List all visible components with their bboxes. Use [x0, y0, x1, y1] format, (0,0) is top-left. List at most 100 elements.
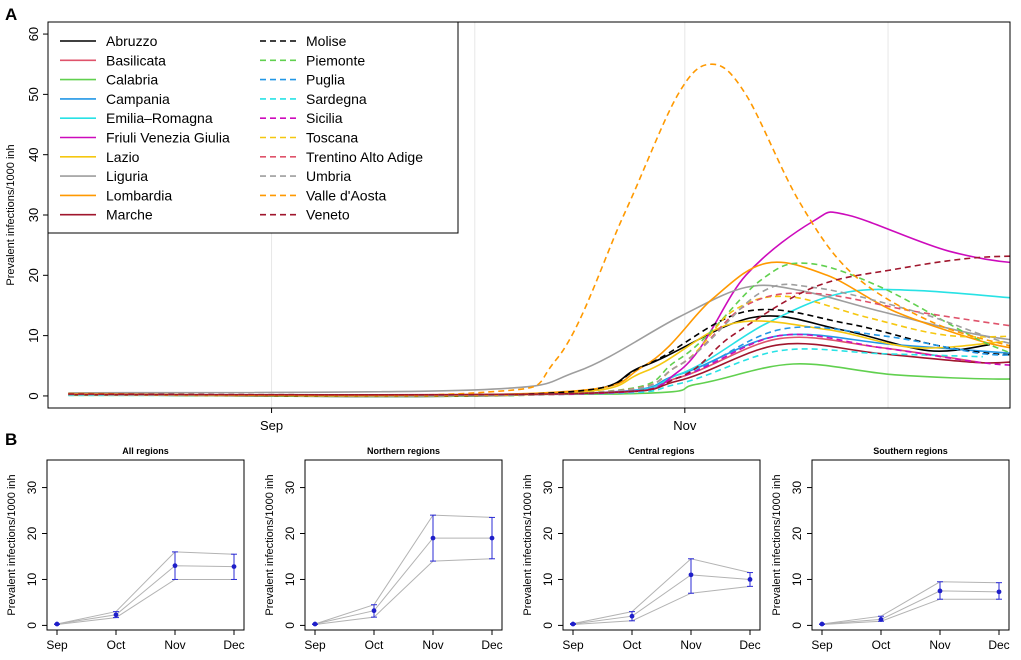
y-tick-label: 0	[26, 392, 41, 399]
series-line-upper	[314, 514, 493, 625]
series-line-trentino-alto-adige	[68, 292, 1010, 397]
legend-label-lombardia: Lombardia	[106, 187, 172, 203]
y-axis-label: Prevalent infections/1000 inh	[522, 474, 534, 615]
legend-label-lazio: Lazio	[106, 149, 140, 165]
y-tick-label: 10	[25, 572, 39, 586]
series-line-mean	[572, 574, 751, 625]
legend-label-basilicata: Basilicata	[106, 52, 166, 68]
y-tick-label: 20	[26, 268, 41, 282]
x-tick-label: Oct	[623, 638, 642, 652]
series-line-lower	[56, 579, 234, 625]
series-line-umbria	[68, 283, 1010, 397]
mean-point	[688, 572, 694, 578]
y-tick-label: 0	[25, 622, 39, 629]
subplot-central-regions: Central regions 0 10 20 30 Prevalent infectio…	[522, 446, 761, 652]
mean-point	[312, 621, 318, 627]
x-tick-label: Oct	[365, 638, 384, 652]
legend-label-emilia-romagna: Emilia–Romagna	[106, 110, 213, 126]
x-tick-label: Nov	[422, 638, 443, 652]
legend-label-veneto: Veneto	[306, 207, 350, 223]
x-tick-label: Sep	[304, 638, 326, 652]
series-line-calabria	[68, 363, 1010, 397]
series-line-abruzzo	[68, 315, 990, 398]
mean-point	[570, 621, 576, 627]
y-tick-label: 0	[790, 622, 804, 629]
y-axis-label: Prevalent infections/1000 inh	[771, 474, 783, 615]
y-tick-label: 40	[26, 147, 41, 161]
y-tick-label: 10	[283, 572, 297, 586]
x-tick-label: Sep	[811, 638, 833, 652]
series-line-mean	[56, 565, 235, 625]
subplot-southern-regions: Southern regions 0 10 20 30 Prevalent infecti…	[771, 446, 1010, 652]
subplot-frame	[562, 459, 761, 631]
panel-a-series	[68, 63, 1010, 398]
series-line-upper	[821, 581, 1000, 625]
mean-point	[629, 613, 635, 619]
series-line-sardegna	[68, 348, 983, 397]
mean-point	[489, 535, 495, 541]
y-tick-label: 0	[283, 622, 297, 629]
series-line-mean	[821, 590, 1000, 625]
x-tick-label: Sep	[562, 638, 584, 652]
y-axis-label: Prevalent infections/1000 inh	[264, 474, 276, 615]
mean-point	[819, 621, 825, 627]
mean-point	[937, 588, 943, 594]
x-tick-label: Sep	[260, 418, 283, 433]
y-tick-label: 30	[25, 481, 39, 495]
legend-label-puglia: Puglia	[306, 72, 345, 88]
mean-point	[747, 577, 753, 582]
x-tick-label: Oct	[107, 638, 126, 652]
legend-label-liguria: Liguria	[106, 168, 148, 184]
subplot-title: All regions	[122, 446, 169, 456]
mean-point	[371, 608, 377, 614]
y-tick-label: 60	[26, 27, 41, 41]
legend-label-campania: Campania	[106, 91, 170, 107]
subplot-all-regions: All regions 0 10 20 30 Prevalent infections/1…	[6, 446, 245, 652]
x-tick-label: Sep	[46, 638, 68, 652]
y-tick-label: 30	[26, 208, 41, 222]
panel-b-charts: All regions 0 10 20 30 Prevalent infections/1…	[6, 446, 1010, 652]
legend-label-valle-d-aosta: Valle d'Aosta	[306, 187, 386, 203]
x-tick-label: Oct	[872, 638, 891, 652]
series-line-toscana	[68, 295, 1010, 397]
y-tick-label: 0	[541, 622, 555, 629]
y-tick-label: 30	[790, 481, 804, 495]
y-tick-label: 20	[541, 527, 555, 541]
mean-point	[172, 563, 178, 569]
subplot-frame	[304, 459, 503, 631]
series-line-upper	[572, 558, 751, 625]
legend-label-marche: Marche	[106, 207, 153, 223]
y-tick-label: 20	[283, 527, 297, 541]
y-tick-label: 10	[26, 328, 41, 342]
series-line-valle-d-aosta	[68, 63, 1010, 397]
y-tick-label: 20	[790, 527, 804, 541]
series-line-lower	[821, 598, 999, 625]
x-tick-label: Nov	[164, 638, 185, 652]
mean-point	[878, 617, 884, 622]
subplot-title: Northern regions	[367, 446, 440, 456]
mean-point	[113, 612, 119, 618]
y-tick-label: 30	[541, 481, 555, 495]
legend-label-piemonte: Piemonte	[306, 52, 365, 68]
y-tick-label: 50	[26, 87, 41, 101]
mean-point	[54, 621, 60, 627]
series-line-mean	[314, 537, 492, 625]
panel-b-label: B	[5, 430, 17, 449]
subplot-northern-regions: Northern regions 0 10 20 30 Prevalent infecti…	[264, 446, 503, 652]
y-axis-label: Prevalent infections/1000 inh	[6, 474, 18, 615]
subplot-frame	[46, 459, 245, 631]
legend-label-toscana: Toscana	[306, 130, 358, 146]
legend-label-molise: Molise	[306, 33, 347, 49]
mean-point	[231, 564, 237, 569]
legend-label-sicilia: Sicilia	[306, 110, 343, 126]
legend-label-umbria: Umbria	[306, 168, 351, 184]
series-line-lower	[572, 585, 751, 625]
x-tick-label: Dec	[739, 638, 760, 652]
legend-label-abruzzo: Abruzzo	[106, 33, 158, 49]
legend: Abruzzo Basilicata Calabria Campania Emilia–…	[47, 21, 459, 234]
panel-a-label: A	[5, 5, 17, 24]
subplot-title: Central regions	[628, 446, 694, 456]
subplot-frame	[811, 459, 1010, 631]
legend-box	[47, 21, 459, 234]
